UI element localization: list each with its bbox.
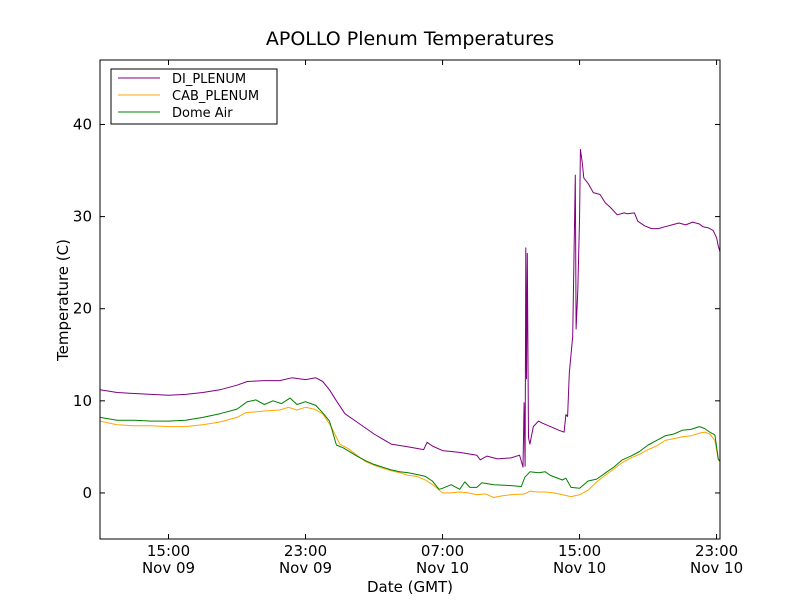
plot-frame — [99, 59, 721, 540]
x-tick-label-time: 23:00 — [284, 542, 327, 560]
legend-label: DI_PLENUM — [172, 72, 246, 87]
series-line-di-plenum — [100, 148, 720, 468]
y-tick-label: 0 — [82, 484, 92, 502]
x-tick-label-time: 07:00 — [421, 542, 464, 560]
x-tick-label-date: Nov 10 — [690, 559, 743, 577]
y-tick-label: 10 — [73, 392, 92, 410]
chart-title: APOLLO Plenum Temperatures — [266, 28, 554, 50]
y-tick-label: 20 — [73, 300, 92, 318]
x-tick-label-time: 15:00 — [558, 542, 601, 560]
legend: DI_PLENUM CAB_PLENUM Dome Air — [110, 68, 278, 125]
x-axis-label: Date (GMT) — [367, 578, 453, 596]
series-layer — [100, 148, 720, 498]
x-tick-label-date: Nov 09 — [279, 559, 332, 577]
legend-label: Dome Air — [172, 106, 233, 121]
legend-label: CAB_PLENUM — [172, 89, 259, 104]
x-tick-label-time: 15:00 — [147, 542, 190, 560]
x-tick-label-time: 23:00 — [695, 542, 738, 560]
series-line-cab-plenum — [100, 406, 720, 498]
series-line-dome-air — [100, 397, 720, 490]
y-tick-label: 30 — [73, 208, 92, 226]
x-tick-label-date: Nov 10 — [553, 559, 606, 577]
x-tick-label-date: Nov 10 — [416, 559, 469, 577]
x-tick-label-date: Nov 09 — [142, 559, 195, 577]
y-tick-label: 40 — [73, 115, 92, 133]
y-axis-label: Temperature (C) — [54, 239, 72, 362]
